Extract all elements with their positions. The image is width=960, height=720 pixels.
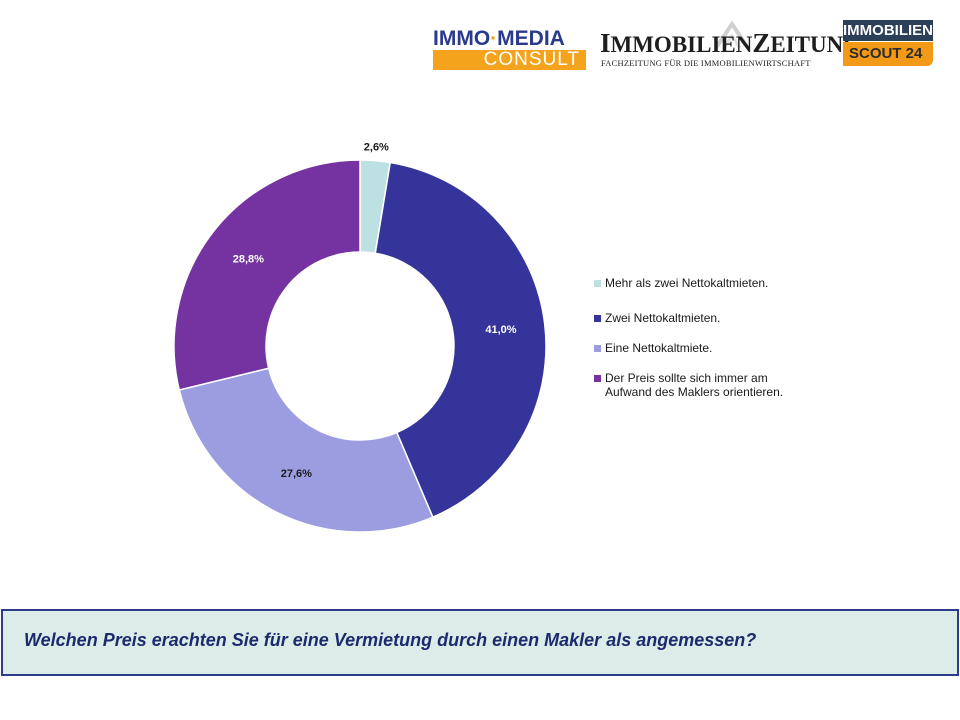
immobilien-scout24-logo: IMMOBILIEN SCOUT 24: [843, 20, 933, 66]
question-text: Welchen Preis erachten Sie für eine Verm…: [24, 630, 757, 650]
chart-legend: Mehr als zwei Nettokaltmieten. Zwei Nett…: [594, 276, 844, 399]
legend-item: Eine Nettokaltmiete.: [594, 341, 844, 355]
data-label: 27,6%: [281, 468, 312, 480]
legend-swatch: [594, 345, 601, 352]
logo-is-top: IMMOBILIEN: [843, 20, 933, 41]
logo-imc-dot: ·: [490, 27, 498, 50]
legend-item: Der Preis sollte sich immer am Aufwand d…: [594, 371, 844, 399]
logo-iz-letter-z: Z: [752, 28, 771, 58]
logo-imc-word1: IMMO: [433, 27, 491, 50]
immo-media-consult-logo: IMMO·MEDIA CONSULT: [433, 28, 586, 70]
legend-label-line2: Aufwand des Maklers orientieren.: [605, 385, 784, 399]
legend-item: Mehr als zwei Nettokaltmieten.: [594, 276, 844, 290]
legend-label: Mehr als zwei Nettokaltmieten.: [605, 276, 769, 290]
logo-imc-top: IMMO·MEDIA: [433, 28, 586, 50]
donut-slice: [173, 159, 361, 391]
donut-slice: [374, 161, 547, 519]
legend-label: Eine Nettokaltmiete.: [605, 341, 713, 355]
donut-slice: [178, 367, 434, 533]
legend-item: Zwei Nettokaltmieten.: [594, 311, 844, 325]
logo-iz-letter-i: I: [600, 28, 611, 58]
logo-imc-bottom: CONSULT: [433, 50, 586, 70]
data-label: 28,8%: [233, 253, 264, 265]
data-label: 2,6%: [364, 142, 389, 154]
logo-iz-word1: MMOBILIEN: [610, 32, 753, 57]
data-label: 41,0%: [485, 324, 516, 336]
iz-emblem-icon: [714, 20, 750, 50]
logo-iz-subtitle: FACHZEITUNG FÜR DIE IMMOBILIENWIRTSCHAFT: [601, 58, 811, 68]
donut-chart: 2,6% 41,0% 27,6% 28,8%: [173, 142, 547, 533]
legend-swatch: [594, 280, 601, 287]
legend-swatch: [594, 315, 601, 322]
question-bar: Welchen Preis erachten Sie für eine Verm…: [1, 609, 959, 676]
legend-label: Der Preis sollte sich immer am: [605, 371, 768, 385]
legend-swatch: [594, 375, 601, 382]
logo-imc-word2: MEDIA: [497, 27, 565, 50]
logo-is-bottom: SCOUT 24: [843, 42, 933, 66]
legend-label: Zwei Nettokaltmieten.: [605, 311, 721, 325]
